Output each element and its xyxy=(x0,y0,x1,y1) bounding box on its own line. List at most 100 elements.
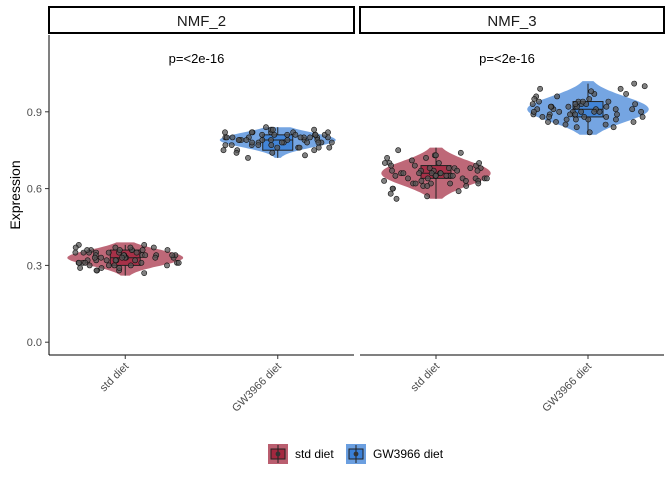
data-point xyxy=(424,175,431,182)
data-point xyxy=(119,254,125,261)
data-point xyxy=(445,165,452,171)
data-point xyxy=(233,149,240,156)
data-point xyxy=(263,124,269,131)
data-point xyxy=(623,91,629,97)
data-point xyxy=(393,195,400,202)
data-point xyxy=(222,129,228,136)
data-point xyxy=(312,131,319,138)
data-point xyxy=(449,172,456,179)
data-point xyxy=(311,126,317,133)
data-point xyxy=(328,139,335,146)
data-point xyxy=(585,116,592,123)
data-point xyxy=(602,121,609,128)
legend-item-GW3966-diet: GW3966 diet xyxy=(346,444,444,464)
data-point xyxy=(249,139,255,146)
data-point xyxy=(443,172,450,179)
data-point xyxy=(103,257,110,264)
data-point xyxy=(467,165,474,171)
data-point xyxy=(610,124,617,131)
data-point xyxy=(245,154,251,161)
data-point xyxy=(614,111,620,118)
facet-strip xyxy=(48,6,355,34)
data-point xyxy=(82,259,89,266)
data-point xyxy=(278,139,285,146)
data-point xyxy=(311,147,318,154)
data-point xyxy=(562,121,569,128)
data-point xyxy=(389,185,396,192)
data-point xyxy=(475,180,482,187)
data-point xyxy=(223,134,230,141)
data-point xyxy=(476,160,482,166)
y-axis: 0.0 0.3 0.6 0.9 xyxy=(27,35,50,355)
data-point xyxy=(630,119,637,125)
data-point xyxy=(141,241,148,248)
data-point xyxy=(545,119,551,125)
data-point xyxy=(591,108,598,115)
data-point xyxy=(580,98,586,105)
data-point xyxy=(631,80,638,87)
data-point xyxy=(423,154,429,161)
data-point xyxy=(98,254,104,261)
facet-strip xyxy=(359,6,665,34)
data-point xyxy=(271,131,278,138)
data-point xyxy=(141,270,148,276)
data-point xyxy=(405,175,411,182)
data-point xyxy=(638,108,644,115)
data-point xyxy=(603,114,610,120)
data-point xyxy=(152,254,159,261)
data-point xyxy=(581,114,588,120)
data-point xyxy=(76,259,82,266)
p-value-label: p=<2e-16 xyxy=(169,51,225,66)
data-point xyxy=(578,108,584,115)
data-point xyxy=(612,106,619,113)
data-point xyxy=(632,101,638,107)
data-point xyxy=(269,126,276,133)
data-point xyxy=(138,259,145,266)
data-point xyxy=(447,180,453,187)
data-point xyxy=(127,262,134,269)
data-point xyxy=(641,83,648,90)
data-point xyxy=(437,170,444,177)
data-point xyxy=(537,85,543,92)
p-value-label: p=<2e-16 xyxy=(479,51,535,66)
data-point xyxy=(268,142,275,148)
facet-NMF_2: NMF_2 p=<2e-16 std diet GW3966 diet xyxy=(48,6,355,415)
data-point xyxy=(228,142,235,148)
data-point xyxy=(573,124,580,131)
data-point xyxy=(588,88,595,95)
data-point xyxy=(474,167,481,174)
data-point xyxy=(269,149,276,156)
data-point xyxy=(455,188,462,195)
data-point xyxy=(150,244,157,251)
data-point xyxy=(307,134,313,141)
data-point xyxy=(381,177,387,184)
data-point xyxy=(412,180,419,187)
legend: std diet GW3966 diet xyxy=(268,444,444,464)
data-point xyxy=(395,147,402,154)
data-point xyxy=(567,111,573,118)
data-point xyxy=(416,170,422,177)
data-point xyxy=(463,183,470,189)
data-point xyxy=(547,103,554,110)
data-point xyxy=(235,137,242,143)
data-point xyxy=(531,96,538,102)
data-point xyxy=(556,108,563,115)
data-point xyxy=(454,167,460,174)
facet-NMF_3: NMF_3 p=<2e-16 std diet GW3966 diet xyxy=(359,6,665,415)
data-point xyxy=(86,262,93,269)
x-tick-label: std diet xyxy=(98,361,132,395)
data-point xyxy=(389,167,395,174)
legend-item-std-diet: std diet xyxy=(268,444,334,464)
data-point xyxy=(529,101,536,107)
data-point xyxy=(164,247,171,253)
data-point xyxy=(432,172,439,179)
data-point xyxy=(428,170,435,177)
data-point xyxy=(274,144,281,151)
y-tick-label: 0.6 xyxy=(27,184,42,196)
data-point xyxy=(142,252,149,259)
legend-label: std diet xyxy=(295,447,334,461)
data-point xyxy=(539,114,546,120)
data-point xyxy=(572,101,579,107)
data-point xyxy=(418,177,425,184)
facet-title: NMF_3 xyxy=(487,13,536,30)
